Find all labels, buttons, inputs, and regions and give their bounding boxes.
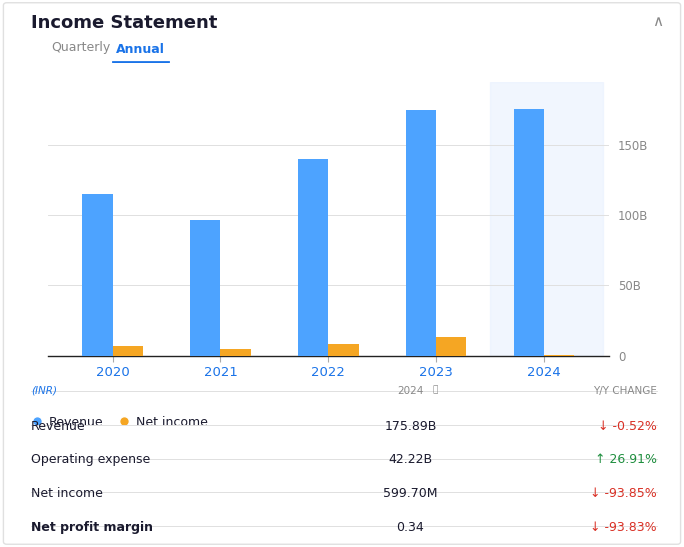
Text: Net profit margin: Net profit margin	[31, 521, 153, 534]
Text: ↓ -93.85%: ↓ -93.85%	[590, 487, 657, 501]
Text: (INR): (INR)	[31, 386, 57, 395]
Text: Revenue: Revenue	[31, 420, 86, 433]
Bar	[298, 159, 328, 356]
Text: Operating expense: Operating expense	[31, 453, 150, 467]
Text: 0.34: 0.34	[397, 521, 424, 534]
Text: ↓ -0.52%: ↓ -0.52%	[598, 420, 657, 433]
Text: Annual: Annual	[116, 43, 165, 56]
Text: Quarterly: Quarterly	[51, 41, 111, 54]
Bar	[82, 194, 113, 356]
Text: Income Statement: Income Statement	[31, 14, 217, 32]
Text: Y/Y CHANGE: Y/Y CHANGE	[593, 386, 657, 395]
Text: ↑ 26.91%: ↑ 26.91%	[594, 453, 657, 467]
Text: 599.70M: 599.70M	[383, 487, 438, 501]
Text: 175.89B: 175.89B	[384, 420, 436, 433]
Bar	[328, 344, 358, 356]
Text: ↓ -93.83%: ↓ -93.83%	[590, 521, 657, 534]
Bar	[220, 348, 250, 356]
Bar	[544, 354, 575, 356]
Bar	[406, 110, 436, 356]
Bar	[436, 337, 466, 356]
Bar	[113, 346, 143, 356]
Bar	[514, 109, 544, 356]
Bar	[490, 82, 603, 356]
Text: 2024: 2024	[397, 386, 423, 395]
Text: 42.22B: 42.22B	[389, 453, 432, 467]
Legend: Revenue, Net income: Revenue, Net income	[26, 411, 213, 434]
Text: ∧: ∧	[653, 14, 663, 28]
Bar	[190, 219, 220, 356]
Text: ⓘ: ⓘ	[433, 386, 438, 394]
Text: Net income: Net income	[31, 487, 103, 501]
